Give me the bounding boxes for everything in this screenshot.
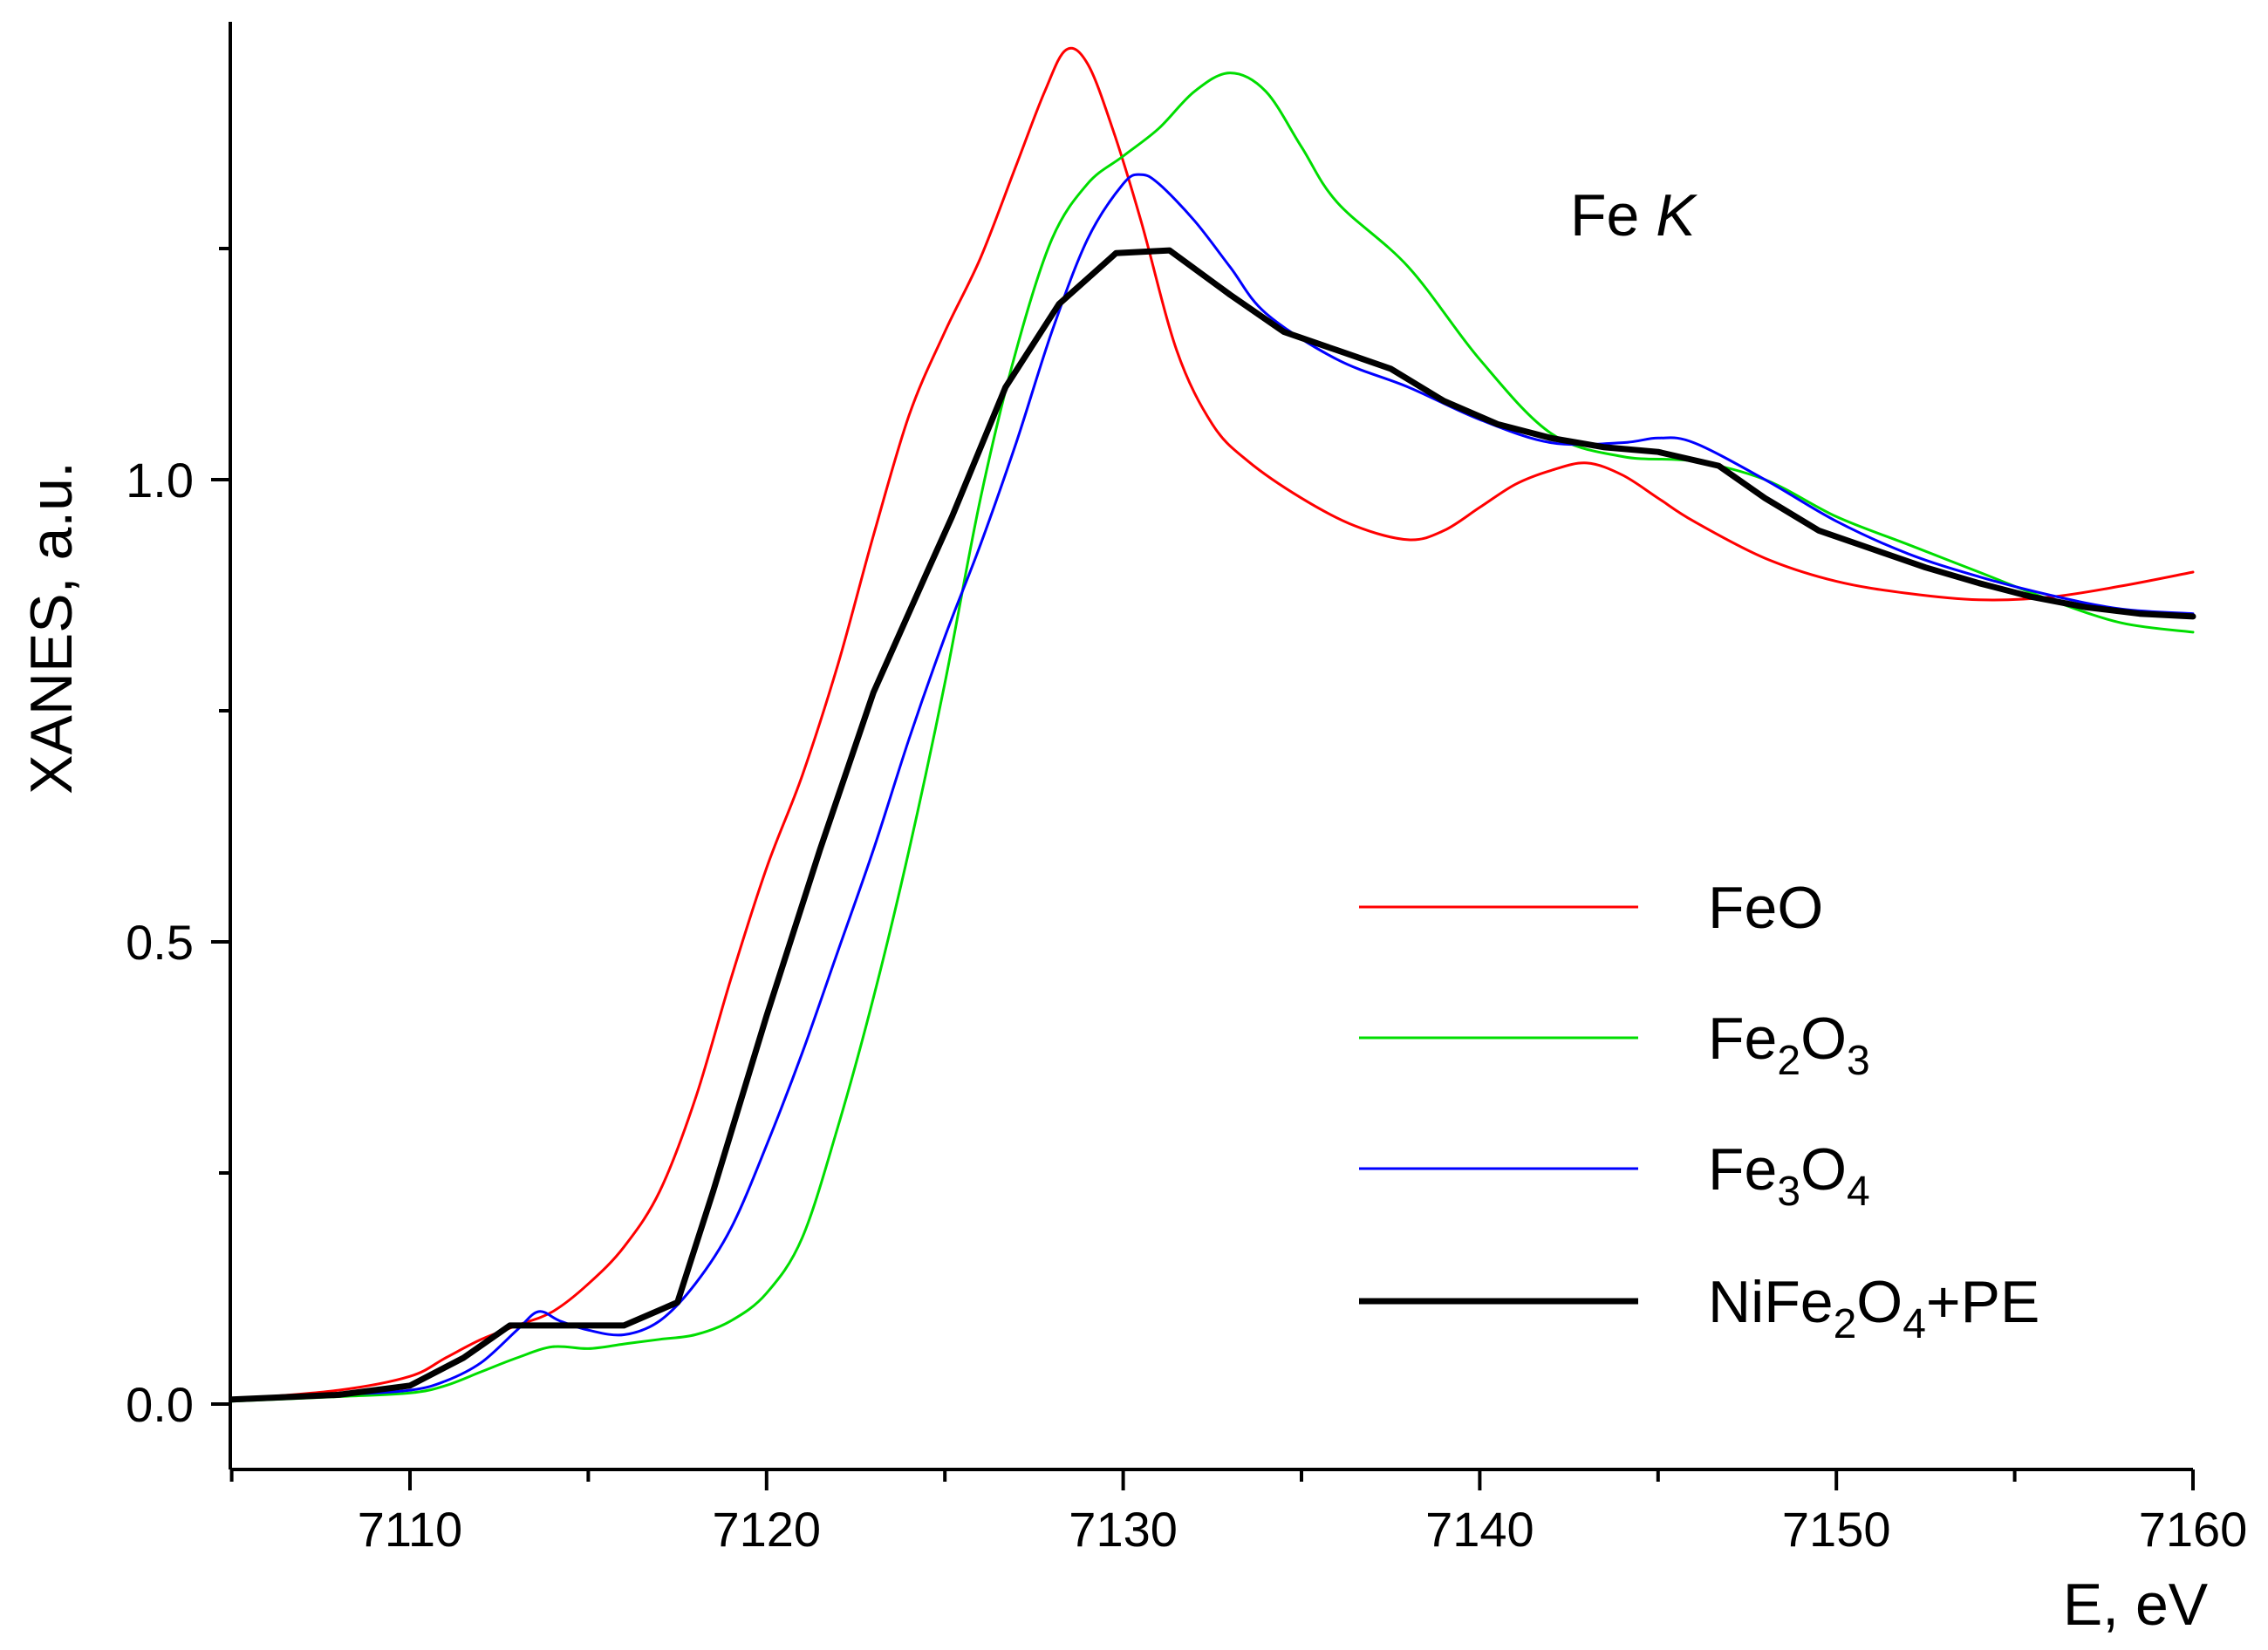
legend-subscript: 3 bbox=[1777, 1169, 1800, 1215]
edge-annotation: Fe K bbox=[1570, 182, 1698, 249]
x-tick-label: 7110 bbox=[358, 1502, 462, 1557]
legend-text-part: FeO bbox=[1708, 875, 1823, 941]
legend-subscript: 4 bbox=[1847, 1169, 1870, 1215]
legend-label-fe2o3: Fe2O3 bbox=[1708, 1006, 1870, 1084]
y-tick-label: 0.5 bbox=[126, 915, 194, 970]
annotation-element: Fe bbox=[1570, 182, 1656, 249]
legend-subscript: 2 bbox=[1777, 1038, 1800, 1084]
legend-label-feo: FeO bbox=[1708, 875, 1823, 941]
x-axis-title: E, eV bbox=[2063, 1572, 2209, 1638]
series-layer bbox=[229, 46, 2196, 1403]
x-tick-label: 7120 bbox=[713, 1502, 822, 1557]
x-tick-label: 7160 bbox=[2139, 1502, 2248, 1557]
legend-text-part: O bbox=[1800, 1136, 1847, 1203]
y-axis-title: XANES, a.u. bbox=[18, 461, 85, 794]
x-tick-label: 7150 bbox=[1782, 1502, 1891, 1557]
series-line-nife2o4-pe bbox=[229, 247, 2196, 1403]
legend-text-part: Fe bbox=[1708, 1006, 1777, 1072]
ticks-layer: 7110 7120 7130 7140 7150 7160 0.0 0.5 1.0 bbox=[126, 247, 2248, 1557]
series-line-feo bbox=[230, 46, 2195, 1401]
legend-subscript: 2 bbox=[1834, 1301, 1857, 1347]
legend-text-part: NiFe bbox=[1708, 1269, 1834, 1335]
x-tick-label: 7140 bbox=[1425, 1502, 1534, 1557]
legend-label-fe3o4: Fe3O4 bbox=[1708, 1136, 1870, 1215]
legend-text-part: +PE bbox=[1926, 1269, 2039, 1335]
legend-label-nife2o4-pe: NiFe2O4+PE bbox=[1708, 1269, 2039, 1347]
legend-text-part: Fe bbox=[1708, 1136, 1777, 1203]
y-tick-label: 1.0 bbox=[126, 453, 194, 508]
legend-subscript: 3 bbox=[1847, 1038, 1870, 1084]
legend-text-part: O bbox=[1856, 1269, 1903, 1335]
y-tick-label: 0.0 bbox=[126, 1377, 194, 1432]
x-tick-label: 7130 bbox=[1069, 1502, 1178, 1557]
axes-layer bbox=[229, 22, 2193, 1471]
legend-subscript: 4 bbox=[1903, 1301, 1926, 1347]
legend-text-part: O bbox=[1800, 1006, 1847, 1072]
annotation-edge: K bbox=[1656, 182, 1698, 249]
